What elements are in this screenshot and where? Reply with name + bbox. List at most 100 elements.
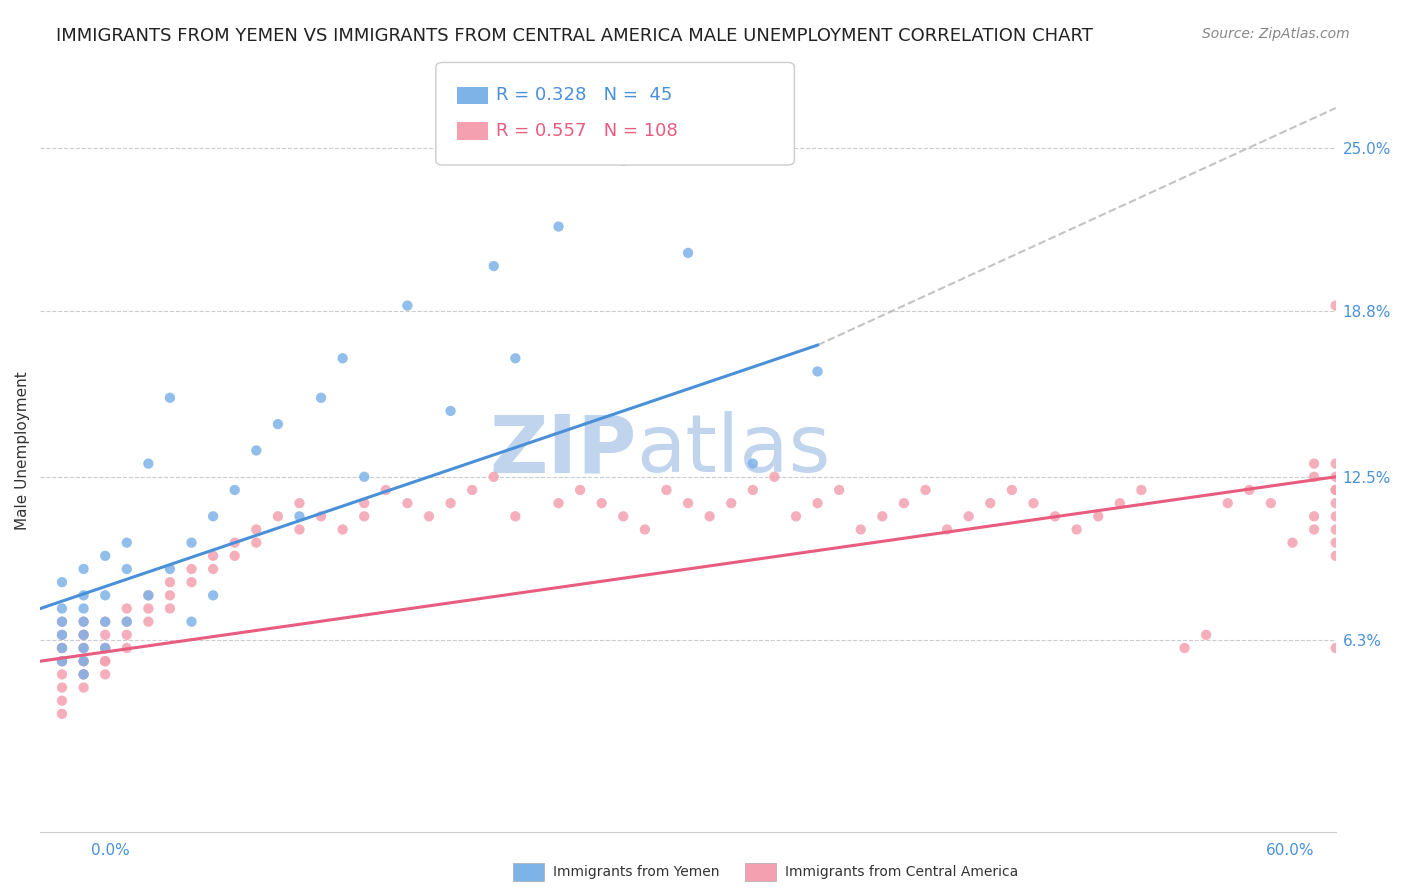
Point xyxy=(94,615,117,629)
Point xyxy=(505,509,527,524)
Point xyxy=(51,681,73,695)
Point xyxy=(828,483,851,497)
Point xyxy=(94,654,117,668)
Y-axis label: Male Unemployment: Male Unemployment xyxy=(15,371,30,530)
Point xyxy=(72,654,94,668)
Point xyxy=(72,615,94,629)
Point xyxy=(245,523,267,537)
Point xyxy=(439,496,461,510)
Point xyxy=(94,615,117,629)
Point xyxy=(741,483,763,497)
Point xyxy=(138,588,160,602)
Point xyxy=(72,681,94,695)
Point xyxy=(1324,496,1347,510)
Point xyxy=(115,628,138,642)
Point xyxy=(94,640,117,655)
Point xyxy=(115,535,138,549)
Point xyxy=(849,523,872,537)
Point xyxy=(482,470,505,484)
Point xyxy=(353,509,375,524)
Point xyxy=(1303,523,1326,537)
Point xyxy=(547,219,569,234)
Point xyxy=(224,483,246,497)
Point xyxy=(115,640,138,655)
Point xyxy=(1324,509,1347,524)
Point xyxy=(1174,640,1197,655)
Point xyxy=(1303,457,1326,471)
Point xyxy=(1130,483,1153,497)
Point xyxy=(72,615,94,629)
Point xyxy=(655,483,678,497)
Point xyxy=(51,615,73,629)
Point xyxy=(72,628,94,642)
Point xyxy=(94,667,117,681)
Point xyxy=(505,351,527,366)
Point xyxy=(72,654,94,668)
Point xyxy=(1066,523,1088,537)
Point xyxy=(332,351,354,366)
Point xyxy=(439,404,461,418)
Text: Source: ZipAtlas.com: Source: ZipAtlas.com xyxy=(1202,27,1350,41)
Point xyxy=(1239,483,1261,497)
Point xyxy=(51,640,73,655)
Point xyxy=(634,523,657,537)
Point xyxy=(1043,509,1066,524)
Point xyxy=(374,483,396,497)
Point xyxy=(202,549,225,563)
Point xyxy=(1195,628,1218,642)
Point xyxy=(1108,496,1130,510)
Point xyxy=(51,654,73,668)
Point xyxy=(115,601,138,615)
Point xyxy=(267,509,290,524)
Point xyxy=(699,509,721,524)
Text: Immigrants from Central America: Immigrants from Central America xyxy=(785,865,1018,880)
Point xyxy=(676,496,699,510)
Point xyxy=(180,535,202,549)
Point xyxy=(1324,483,1347,497)
Point xyxy=(94,640,117,655)
Point xyxy=(1260,496,1282,510)
Point xyxy=(72,640,94,655)
Point xyxy=(482,259,505,273)
Point xyxy=(224,535,246,549)
Point xyxy=(1281,535,1303,549)
Point xyxy=(612,153,634,168)
Point xyxy=(288,496,311,510)
Point xyxy=(1324,535,1347,549)
Point xyxy=(138,615,160,629)
Point xyxy=(288,523,311,537)
Point xyxy=(309,391,332,405)
Point xyxy=(1303,509,1326,524)
Point xyxy=(267,417,290,431)
Point xyxy=(763,470,786,484)
Point xyxy=(72,667,94,681)
Point xyxy=(1216,496,1239,510)
Point xyxy=(1087,509,1109,524)
Text: 60.0%: 60.0% xyxy=(1267,843,1315,858)
Point xyxy=(741,457,763,471)
Point xyxy=(138,601,160,615)
Point xyxy=(51,667,73,681)
Point xyxy=(72,640,94,655)
Point xyxy=(202,509,225,524)
Point xyxy=(461,483,484,497)
Point xyxy=(115,615,138,629)
Point xyxy=(51,654,73,668)
Point xyxy=(138,588,160,602)
Point xyxy=(1022,496,1045,510)
Point xyxy=(591,496,613,510)
Point xyxy=(396,496,419,510)
Point xyxy=(1324,483,1347,497)
Point xyxy=(94,640,117,655)
Point xyxy=(72,562,94,576)
Point xyxy=(1324,523,1347,537)
Point xyxy=(159,391,181,405)
Point xyxy=(94,588,117,602)
Point xyxy=(51,654,73,668)
Point xyxy=(979,496,1001,510)
Point xyxy=(72,640,94,655)
Point xyxy=(202,562,225,576)
Text: ZIP: ZIP xyxy=(489,411,637,490)
Point xyxy=(202,588,225,602)
Point xyxy=(159,575,181,590)
